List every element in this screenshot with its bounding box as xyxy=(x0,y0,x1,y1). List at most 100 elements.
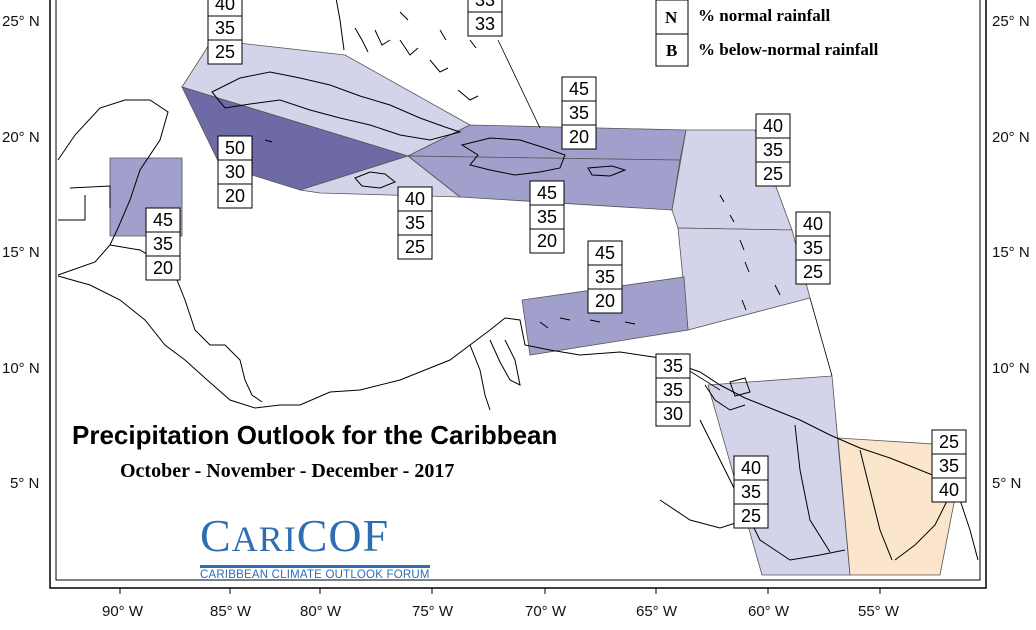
prob-value: 35 xyxy=(537,207,557,227)
outlook-regions xyxy=(109,39,966,576)
prob-cell xyxy=(561,124,597,150)
lesser-antilles-5 xyxy=(774,284,781,296)
belize-border xyxy=(69,185,111,208)
legend: N % normal rainfall B % below-normal rai… xyxy=(655,0,879,67)
prob-value: 25 xyxy=(215,42,235,62)
puerto-rico xyxy=(587,165,627,177)
lat-label-right: 20° N xyxy=(992,129,1030,146)
map-subtitle: October - November - December - 2017 xyxy=(120,460,455,482)
bahamas-5 xyxy=(457,89,479,101)
prob-box-cuba-west: 50 30 20 xyxy=(217,135,253,209)
lon-label: 80° W xyxy=(300,603,342,620)
central-america-pacific-coast xyxy=(57,275,300,409)
logo-wordmark: CARICOF xyxy=(200,512,434,563)
region-abc xyxy=(521,276,689,356)
prob-box-jamaica: 40 35 25 xyxy=(397,186,433,260)
prob-value: 25 xyxy=(939,432,959,452)
prob-value: 33 xyxy=(475,0,495,10)
bahamas-6 xyxy=(399,11,409,21)
prob-box-guyana: 40 35 25 xyxy=(733,455,769,529)
prob-cell xyxy=(931,453,967,479)
prob-cell xyxy=(467,11,503,37)
lat-label-left: 20° N xyxy=(2,129,40,146)
prob-box-french-guiana: 25 35 40 xyxy=(931,429,967,503)
cuba xyxy=(211,71,462,141)
prob-value: 45 xyxy=(537,183,557,203)
prob-cell xyxy=(561,76,597,102)
trinidad xyxy=(729,377,751,397)
lesser-antilles-6 xyxy=(741,299,747,311)
logo-cof: COF xyxy=(296,510,390,561)
lat-label-left: 10° N xyxy=(2,360,40,377)
prob-value: 20 xyxy=(595,291,615,311)
prob-value: 20 xyxy=(537,231,557,251)
prob-value: 30 xyxy=(225,162,245,182)
prob-value: 35 xyxy=(741,482,761,502)
prob-cell xyxy=(217,183,253,209)
prob-value: 20 xyxy=(569,127,589,147)
south-america-inland xyxy=(469,344,491,411)
prob-cell xyxy=(931,429,967,455)
prob-value: 35 xyxy=(663,380,683,400)
lesser-antilles-3 xyxy=(739,239,745,251)
abc-island-2 xyxy=(559,317,571,321)
venezuela-interior-border xyxy=(699,419,846,561)
orinoco-delta xyxy=(704,384,746,411)
lon-label: 60° W xyxy=(748,603,790,620)
axis-ticks xyxy=(119,588,881,594)
prob-cell xyxy=(795,259,831,285)
prob-value: 35 xyxy=(595,267,615,287)
lon-label: 65° W xyxy=(636,603,678,620)
prob-cell xyxy=(207,39,243,65)
lake-maracaibo xyxy=(489,339,521,386)
bahamas-8 xyxy=(469,39,477,49)
guianas-coast xyxy=(719,384,979,561)
lat-label-left: 15° N xyxy=(2,244,40,261)
prob-value: 33 xyxy=(475,14,495,34)
prob-value: 40 xyxy=(741,458,761,478)
prob-cell xyxy=(587,288,623,314)
prob-cell xyxy=(397,234,433,260)
jamaica xyxy=(354,171,396,189)
prob-value: 35 xyxy=(763,140,783,160)
baja-caribbean-islands xyxy=(624,321,636,325)
prob-value: 40 xyxy=(763,116,783,136)
prob-cell xyxy=(655,377,691,403)
lat-label-right: 5° N xyxy=(992,475,1021,492)
bahamas-2 xyxy=(374,29,391,46)
suriname-fguiana-border xyxy=(859,449,893,561)
prob-box-trinidad: 35 35 30 xyxy=(655,353,691,427)
prob-value: 40 xyxy=(215,0,235,14)
lon-label: 85° W xyxy=(210,603,252,620)
prob-box-hispaniola-south: 45 35 20 xyxy=(529,180,565,254)
bahamas-3 xyxy=(399,39,419,56)
prob-cell xyxy=(145,255,181,281)
bahamas-1 xyxy=(354,27,369,53)
prob-cell xyxy=(587,240,623,266)
guyana-suriname-border xyxy=(794,424,831,553)
lat-label-right: 25° N xyxy=(992,13,1030,30)
lon-label: 75° W xyxy=(412,603,454,620)
prob-value: 25 xyxy=(741,506,761,526)
prob-box-leeward-islands: 40 35 25 xyxy=(755,113,791,187)
prob-value: 40 xyxy=(803,214,823,234)
lat-axis-labels-right: 25° N 20° N 15° N 10° N 5° N xyxy=(992,13,1030,492)
prob-cell xyxy=(795,235,831,261)
prob-value: 35 xyxy=(153,234,173,254)
lat-label-right: 10° N xyxy=(992,360,1030,377)
prob-value: 45 xyxy=(569,79,589,99)
logo-ari: ARI xyxy=(231,519,297,559)
prob-value: 25 xyxy=(405,237,425,257)
bahamas-7 xyxy=(439,29,447,41)
bahamas-4 xyxy=(429,59,449,73)
lon-label: 90° W xyxy=(102,603,144,620)
prob-cell xyxy=(529,228,565,254)
lat-label-left: 25° N xyxy=(2,13,40,30)
prob-value: 20 xyxy=(225,186,245,206)
florida-coast xyxy=(335,0,345,51)
guatemala-border xyxy=(58,195,86,221)
prob-value: 35 xyxy=(663,356,683,376)
legend-key-box xyxy=(655,33,689,67)
